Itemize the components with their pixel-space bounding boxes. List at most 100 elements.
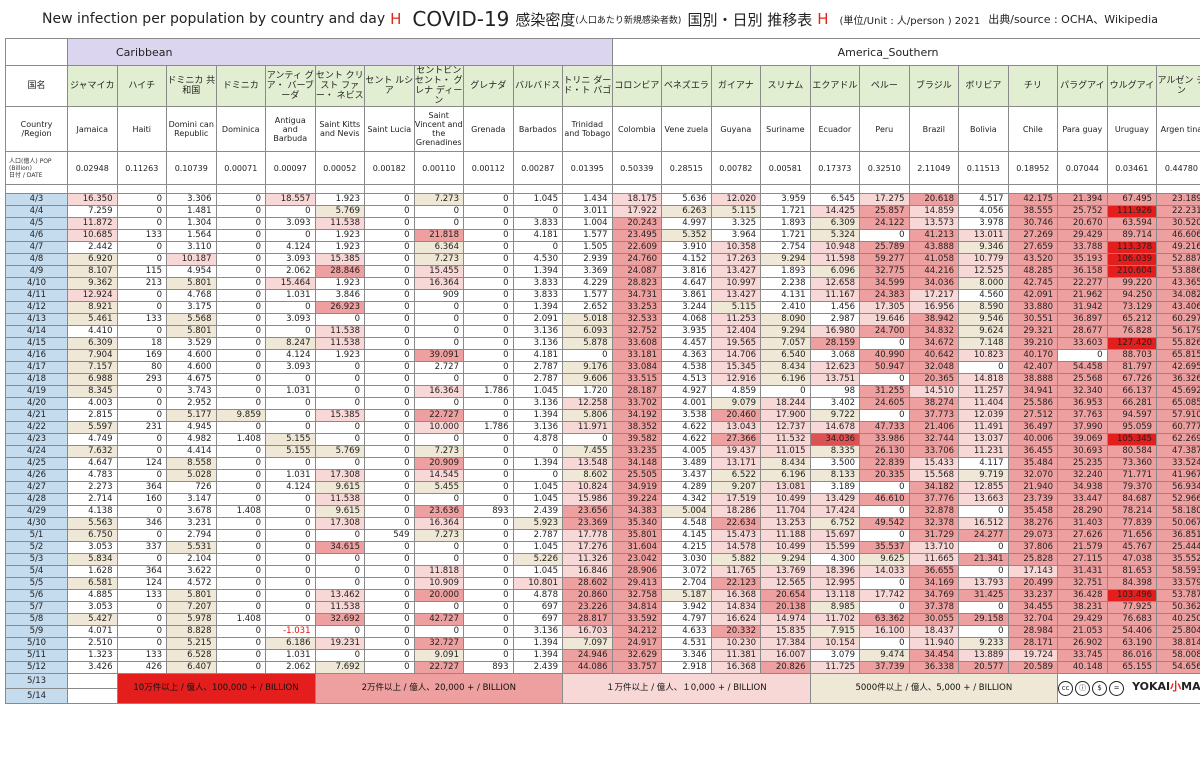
value-cell: 5.018 bbox=[562, 313, 613, 326]
value-cell: 16.364 bbox=[413, 517, 464, 530]
value-cell: 88.703 bbox=[1106, 349, 1158, 362]
table-row: 4/22 5.597 231 4.945 0 0 0 0 10.000 1.786 3.136 11.… bbox=[5, 421, 1200, 434]
legend-spacer bbox=[67, 688, 118, 704]
region-south-america: America_Southern bbox=[611, 38, 1200, 66]
value-cell: 27.659 bbox=[1007, 241, 1059, 254]
value-cell: 1.045 bbox=[512, 385, 563, 398]
value-cell: 0 bbox=[859, 505, 910, 518]
value-cell: 16.846 bbox=[562, 565, 613, 578]
yokai-logo: YOKAI小MAOH bbox=[1132, 680, 1200, 693]
value-cell: 2.439 bbox=[512, 661, 563, 674]
value-cell: 65.155 bbox=[1106, 661, 1158, 674]
value-cell: 3.189 bbox=[809, 481, 861, 494]
value-cell: 29.321 bbox=[1007, 325, 1059, 338]
table-row: 4/29 4.138 0 3.678 1.408 0 9.615 0 23.636 893 2.43… bbox=[5, 505, 1200, 518]
value-cell: 9.625 bbox=[859, 553, 910, 566]
value-cell: 27.366 bbox=[710, 433, 762, 446]
value-cell: 10.948 bbox=[809, 241, 861, 254]
value-cell: 0 bbox=[364, 325, 415, 338]
value-cell: 43.888 bbox=[908, 241, 960, 254]
value-cell: 15.986 bbox=[562, 493, 613, 506]
value-cell: 3.325 bbox=[710, 217, 762, 230]
value-cell: 11.167 bbox=[809, 289, 861, 302]
value-cell: 4.131 bbox=[760, 289, 811, 302]
date-cell: 4/23 bbox=[5, 433, 68, 446]
value-cell: 4.181 bbox=[512, 349, 563, 362]
value-cell: 5.597 bbox=[67, 421, 118, 434]
value-cell: 133 bbox=[116, 313, 167, 326]
value-cell: 11.257 bbox=[958, 385, 1009, 398]
value-cell: 71.771 bbox=[1106, 469, 1158, 482]
value-cell: 37.776 bbox=[908, 493, 960, 506]
value-cell: 50.362 bbox=[1156, 601, 1200, 614]
value-cell: 0 bbox=[265, 529, 316, 542]
value-cell: 0 bbox=[463, 481, 514, 494]
value-cell: 0 bbox=[463, 277, 514, 290]
country-en-name: Para guay bbox=[1057, 106, 1108, 152]
population-value: 0.50339 bbox=[611, 151, 663, 185]
date-cell: 4/9 bbox=[5, 265, 68, 278]
country-en-name: Domini can Republic bbox=[166, 106, 217, 152]
value-cell: 6.752 bbox=[809, 517, 861, 530]
value-cell: 8.558 bbox=[166, 457, 217, 470]
value-cell: 4.954 bbox=[166, 265, 217, 278]
value-cell: 13.793 bbox=[958, 577, 1009, 590]
date-cell: 4/28 bbox=[5, 493, 68, 506]
value-cell: 33.084 bbox=[611, 361, 663, 374]
value-cell: 0 bbox=[364, 553, 415, 566]
population-value: 0.10739 bbox=[166, 151, 217, 185]
date-cell: 4/13 bbox=[5, 313, 68, 326]
value-cell: 8.434 bbox=[760, 361, 811, 374]
value-cell: 0 bbox=[265, 541, 316, 554]
value-cell: 346 bbox=[116, 517, 167, 530]
value-cell: 11.940 bbox=[908, 637, 960, 650]
value-cell: 4.363 bbox=[661, 349, 712, 362]
value-cell: 4.783 bbox=[67, 469, 118, 482]
table-row: 4/18 6.988 293 4.675 0 0 0 0 0 0 2.787 9.606 33.515 4… bbox=[5, 373, 1200, 386]
value-cell: 0 bbox=[265, 589, 316, 602]
value-cell: 124 bbox=[116, 577, 167, 590]
value-cell: 1.923 bbox=[314, 241, 365, 254]
value-cell: 0 bbox=[215, 589, 266, 602]
value-cell: 33.515 bbox=[611, 373, 663, 386]
value-cell: 32.704 bbox=[1007, 613, 1059, 626]
date-cell: 4/6 bbox=[5, 229, 68, 242]
country-en-label: Country /Region bbox=[5, 106, 68, 152]
value-cell: 2.754 bbox=[760, 241, 811, 254]
value-cell: 3.136 bbox=[512, 325, 563, 338]
table-row: 5/8 5.427 0 5.978 1.408 0 32.692 0 42.727 0 697 28.… bbox=[5, 613, 1200, 626]
value-cell: 3.935 bbox=[661, 325, 712, 338]
value-cell: 18.286 bbox=[710, 505, 762, 518]
value-cell: 19.437 bbox=[710, 445, 762, 458]
value-cell: 0 bbox=[413, 217, 464, 230]
value-cell: 38.231 bbox=[1057, 601, 1108, 614]
value-cell: 32.378 bbox=[908, 517, 960, 530]
value-cell: 25.568 bbox=[1057, 373, 1108, 386]
value-cell: 10.823 bbox=[958, 349, 1009, 362]
value-cell: 29.413 bbox=[611, 577, 663, 590]
country-en-name: Suriname bbox=[760, 106, 811, 152]
value-cell: 10.000 bbox=[413, 421, 464, 434]
date-cell: 5/4 bbox=[5, 565, 68, 578]
value-cell: 0 bbox=[463, 625, 514, 638]
value-cell: 1.394 bbox=[512, 457, 563, 470]
value-cell: 0 bbox=[116, 325, 167, 338]
value-cell: 0 bbox=[413, 313, 464, 326]
value-cell: 1.394 bbox=[512, 649, 563, 662]
value-cell: 0 bbox=[314, 529, 365, 542]
value-cell: 0 bbox=[215, 445, 266, 458]
country-en-name: Vene zuela bbox=[661, 106, 712, 152]
value-cell: 1.045 bbox=[512, 493, 563, 506]
value-cell: 4.647 bbox=[661, 277, 712, 290]
value-cell: 28.159 bbox=[809, 337, 861, 350]
value-cell: 5.155 bbox=[265, 445, 316, 458]
date-cell: 5/5 bbox=[5, 577, 68, 590]
value-cell: 105.345 bbox=[1106, 433, 1158, 446]
value-cell: 0 bbox=[265, 373, 316, 386]
value-cell: 14.834 bbox=[710, 601, 762, 614]
value-cell: 4.215 bbox=[661, 541, 712, 554]
value-cell: 0 bbox=[314, 553, 365, 566]
value-cell: 11.598 bbox=[809, 253, 861, 266]
value-cell: 21.579 bbox=[1057, 541, 1108, 554]
value-cell: 20.000 bbox=[413, 589, 464, 602]
